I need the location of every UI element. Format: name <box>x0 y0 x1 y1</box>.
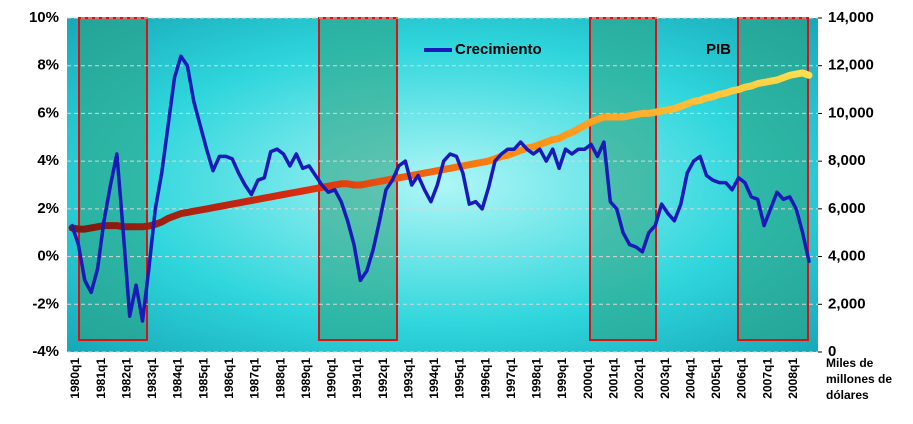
y2-tick-label: 0 <box>828 343 836 360</box>
period-box <box>737 17 809 341</box>
y2-axis-title: Miles de millones de dólares <box>826 356 893 402</box>
y2-tick-label: 8,000 <box>828 152 866 169</box>
x-tick-label: 1995q1 <box>453 358 467 399</box>
y2-tick-label: 10,000 <box>828 104 874 121</box>
x-tick-label: 1988q1 <box>273 358 287 399</box>
x-tick-label: 1985q1 <box>196 358 210 399</box>
period-box <box>589 17 657 341</box>
x-tick-label: 1984q1 <box>171 358 185 399</box>
x-tick-label: 2008q1 <box>786 358 800 399</box>
x-tick-label: 1981q1 <box>94 358 108 399</box>
x-tick-label: 2007q1 <box>760 358 774 399</box>
x-tick-label: 1982q1 <box>119 358 133 399</box>
x-tick-label: 1996q1 <box>478 358 492 399</box>
x-tick-label: 2002q1 <box>632 358 646 399</box>
x-tick-label: 1991q1 <box>350 358 364 399</box>
growth-line <box>70 54 811 323</box>
y-tick-label: 10% <box>29 9 59 26</box>
x-tick-label: 2003q1 <box>658 358 672 399</box>
x-tick-label: 1993q1 <box>401 358 415 399</box>
x-tick-label: 1980q1 <box>68 358 82 399</box>
y2-tick-label: 2,000 <box>828 295 866 312</box>
y2-tick-label: 14,000 <box>828 9 874 26</box>
y2-tick-label: 12,000 <box>828 57 874 74</box>
x-tick-label: 1983q1 <box>145 358 159 399</box>
x-tick-label: 1998q1 <box>530 358 544 399</box>
x-tick-label: 1990q1 <box>325 358 339 399</box>
legend-label: Crecimiento <box>455 41 542 58</box>
x-tick-label: 2001q1 <box>607 358 621 399</box>
y-tick-label: 2% <box>37 200 59 217</box>
x-tick-label: 1986q1 <box>222 358 236 399</box>
y-tick-label: 8% <box>37 57 59 74</box>
x-tick-label: 1997q1 <box>504 358 518 399</box>
x-tick-label: 2004q1 <box>683 358 697 399</box>
y-tick-label: 6% <box>37 104 59 121</box>
x-tick-label: 2006q1 <box>735 358 749 399</box>
legend-label: PIB <box>706 41 731 58</box>
x-tick-label: 1994q1 <box>427 358 441 399</box>
x-tick-label: 1992q1 <box>376 358 390 399</box>
y-tick-label: -4% <box>32 343 59 360</box>
y2-tick-label: 6,000 <box>828 200 866 217</box>
plot-area <box>67 18 818 352</box>
x-tick-label: 1989q1 <box>299 358 313 399</box>
y-tick-label: -2% <box>32 295 59 312</box>
y-tick-label: 0% <box>37 248 59 265</box>
y2-tick-label: 4,000 <box>828 248 866 265</box>
x-tick-label: 1999q1 <box>555 358 569 399</box>
x-tick-label: 2000q1 <box>581 358 595 399</box>
x-tick-label: 2005q1 <box>709 358 723 399</box>
x-tick-label: 1987q1 <box>248 358 262 399</box>
y-tick-label: 4% <box>37 152 59 169</box>
